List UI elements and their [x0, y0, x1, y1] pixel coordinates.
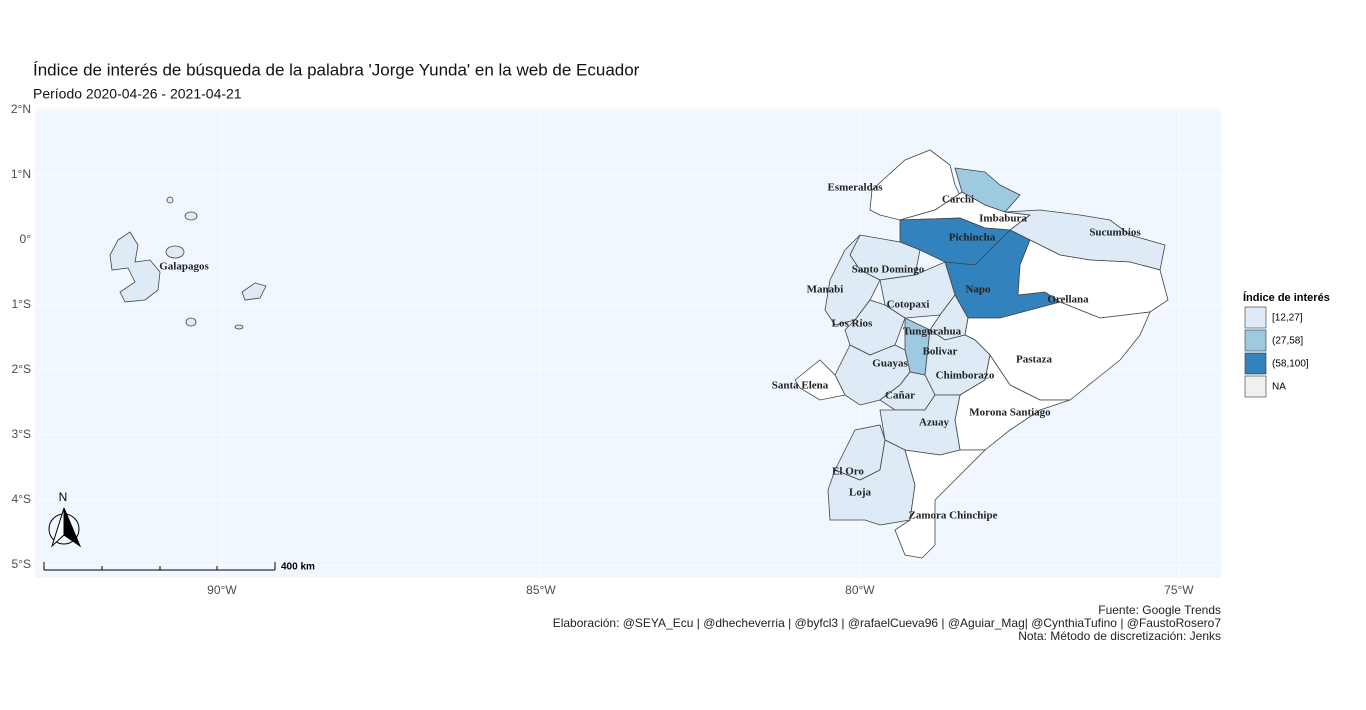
caption-line: Elaboración: @SEYA_Ecu | @dhecheverria |…	[553, 616, 1222, 630]
province-label: Morona Santiago	[969, 407, 1051, 419]
scale-label: 400 km	[281, 562, 315, 573]
province-label: Cañar	[885, 390, 915, 402]
title: Índice de interés de búsqueda de la pala…	[33, 60, 640, 79]
y-tick-label: 2°S	[12, 362, 31, 376]
province	[234, 324, 244, 330]
province-label: Esmeraldas	[828, 182, 884, 194]
province-label: Azuay	[919, 417, 949, 429]
province-label: Imbabura	[979, 213, 1027, 225]
y-tick-label: 3°S	[12, 427, 31, 441]
x-tick-label: 80°W	[845, 583, 875, 597]
x-tick-label: 90°W	[207, 583, 237, 597]
province	[166, 196, 174, 204]
x-tick-label: 75°W	[1164, 583, 1194, 597]
y-tick-label: 2°N	[11, 102, 31, 116]
legend-swatch	[1244, 352, 1267, 375]
legend-label: [12,27]	[1272, 313, 1303, 324]
province-label: Sucumbios	[1089, 227, 1141, 239]
province-label: Pastaza	[1016, 354, 1053, 366]
caption-line: Fuente: Google Trends	[1098, 603, 1221, 617]
scale-bar	[43, 562, 276, 571]
province	[165, 245, 185, 259]
province-label: Napo	[965, 284, 991, 296]
legend-title: Índice de interés	[1243, 291, 1330, 304]
province	[185, 317, 197, 327]
y-tick-label: 5°S	[12, 557, 31, 571]
province	[241, 282, 267, 301]
province-label: Los Rios	[832, 318, 873, 330]
legend-swatch	[1244, 329, 1267, 352]
province-label: Santa Elena	[772, 380, 829, 392]
province-label: Tungurahua	[903, 326, 962, 338]
province-label: Santo Domingo	[852, 264, 925, 276]
province-label: Cotopaxi	[887, 299, 930, 311]
north-label: N	[59, 490, 68, 504]
province	[794, 359, 846, 401]
province	[109, 231, 161, 303]
province-label: Orellana	[1047, 294, 1089, 306]
legend-label: NA	[1272, 382, 1286, 393]
legend-swatch	[1244, 375, 1267, 398]
legend-label: (27,58]	[1272, 336, 1303, 347]
province-label: Bolivar	[923, 346, 958, 358]
province-label: Pichincha	[949, 232, 996, 244]
province-label: Guayas	[872, 358, 908, 370]
province-label: El Oro	[832, 466, 864, 478]
y-tick-label: 1°N	[11, 167, 31, 181]
legend-label: (58,100]	[1272, 359, 1309, 370]
y-tick-label: 4°S	[12, 492, 31, 506]
y-tick-label: 1°S	[12, 297, 31, 311]
province-label: Galapagos	[159, 261, 209, 273]
province-label: Loja	[849, 487, 872, 499]
province-label: Chimborazo	[936, 370, 995, 382]
province-label: Manabi	[807, 284, 844, 296]
y-tick-label: 0°	[20, 232, 32, 246]
x-tick-label: 85°W	[526, 583, 556, 597]
north-arrow: N	[48, 490, 82, 548]
subtitle: Período 2020-04-26 - 2021-04-21	[33, 86, 242, 102]
caption-line: Nota: Método de discretización: Jenks	[1018, 629, 1221, 643]
province	[184, 211, 198, 221]
province-label: Carchi	[942, 194, 974, 206]
province	[894, 449, 986, 559]
province-label: Zamora Chinchipe	[909, 510, 998, 522]
legend-swatch	[1244, 306, 1267, 329]
